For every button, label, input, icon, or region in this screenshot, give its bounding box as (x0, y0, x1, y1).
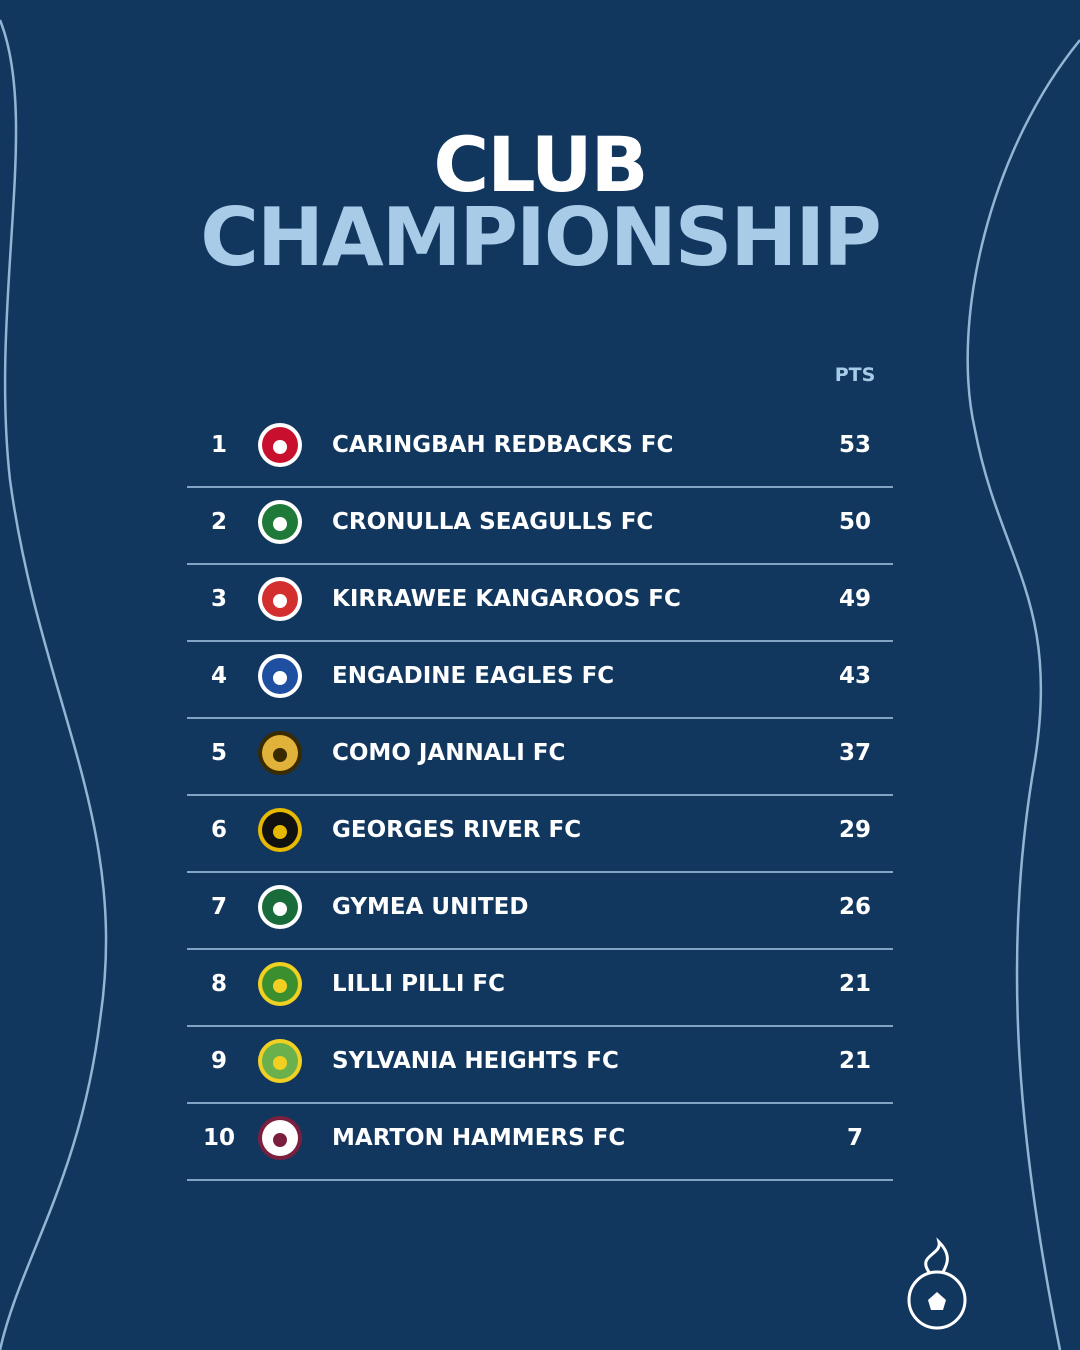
row-divider (187, 1102, 893, 1104)
club-name: ENGADINE EAGLES FC (332, 663, 615, 689)
column-header: PTS (834, 364, 876, 386)
club-logo (256, 575, 304, 623)
rank: 6 (210, 817, 227, 843)
club-logo (256, 960, 304, 1008)
club-logo (256, 1114, 304, 1162)
club-logo (256, 883, 304, 931)
club-logo (256, 652, 304, 700)
points: 26 (838, 894, 871, 920)
rank: 5 (210, 740, 227, 766)
row-divider (187, 948, 893, 950)
points: 37 (838, 740, 871, 766)
club-name: SYLVANIA HEIGHTS FC (332, 1048, 619, 1074)
club-name: MARTON HAMMERS FC (332, 1125, 626, 1151)
rank: 3 (210, 586, 227, 612)
points: 50 (838, 509, 871, 535)
club-name: KIRRAWEE KANGAROOS FC (332, 586, 681, 612)
club-name: GEORGES RIVER FC (332, 817, 582, 843)
club-logo (256, 498, 304, 546)
row-divider (187, 717, 893, 719)
rank: 7 (210, 894, 227, 920)
club-name: CARINGBAH REDBACKS FC (332, 432, 674, 458)
title-line: CHAMPIONSHIP (200, 191, 882, 284)
club-logo (256, 421, 304, 469)
row-divider (187, 640, 893, 642)
rank: 10 (202, 1125, 235, 1151)
row-divider (187, 563, 893, 565)
row-divider (187, 1179, 893, 1181)
club-name: GYMEA UNITED (332, 894, 529, 920)
club-logo (256, 1037, 304, 1085)
points: 7 (846, 1125, 863, 1151)
club-name: LILLI PILLI FC (332, 971, 505, 997)
rank: 4 (210, 663, 227, 689)
brand-logo (907, 1237, 967, 1330)
row-divider (187, 871, 893, 873)
points: 21 (838, 1048, 871, 1074)
points: 49 (838, 586, 871, 612)
rank: 8 (210, 971, 227, 997)
title-line: CLUB (433, 120, 648, 209)
row-divider (187, 1025, 893, 1027)
club-logo (256, 806, 304, 854)
club-name: CRONULLA SEAGULLS FC (332, 509, 654, 535)
points: 53 (838, 432, 871, 458)
row-divider (187, 794, 893, 796)
rank: 9 (210, 1048, 227, 1074)
club-logo (256, 729, 304, 777)
points: 21 (838, 971, 871, 997)
rank: 1 (210, 432, 227, 458)
rank: 2 (210, 509, 227, 535)
row-divider (187, 486, 893, 488)
points: 43 (838, 663, 871, 689)
points: 29 (838, 817, 871, 843)
club-name: COMO JANNALI FC (332, 740, 566, 766)
